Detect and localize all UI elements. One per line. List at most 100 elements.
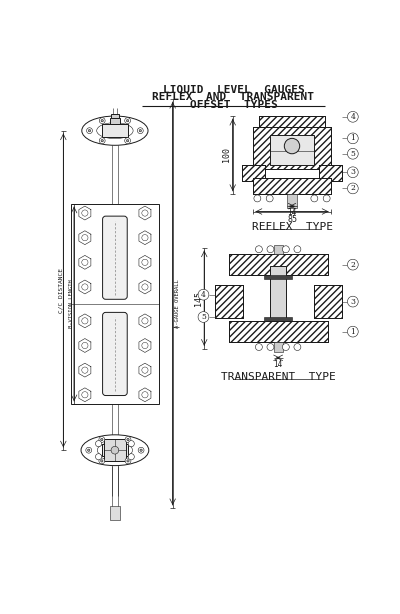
Circle shape xyxy=(125,118,130,123)
Polygon shape xyxy=(139,338,151,352)
Circle shape xyxy=(127,438,129,441)
Circle shape xyxy=(82,343,88,349)
Circle shape xyxy=(126,120,129,122)
Polygon shape xyxy=(139,388,151,402)
Circle shape xyxy=(348,296,358,307)
Circle shape xyxy=(138,447,144,453)
Bar xyxy=(102,125,128,137)
Polygon shape xyxy=(79,280,91,294)
Circle shape xyxy=(142,235,148,241)
Circle shape xyxy=(99,138,105,144)
Text: LIQUID  LEVEL  GAUGES: LIQUID LEVEL GAUGES xyxy=(163,85,304,95)
Bar xyxy=(110,506,120,519)
Bar xyxy=(253,179,331,194)
Bar xyxy=(259,116,325,127)
Circle shape xyxy=(127,460,129,462)
Polygon shape xyxy=(79,314,91,328)
Text: REFLEX  AND  TRANSPARENT: REFLEX AND TRANSPARENT xyxy=(152,92,314,102)
Circle shape xyxy=(348,259,358,270)
Circle shape xyxy=(348,326,358,337)
Circle shape xyxy=(348,111,358,122)
Bar xyxy=(264,317,292,321)
Circle shape xyxy=(348,167,358,177)
Polygon shape xyxy=(79,255,91,270)
Circle shape xyxy=(256,344,262,351)
Circle shape xyxy=(88,130,91,132)
Circle shape xyxy=(101,120,103,122)
Bar xyxy=(274,343,283,352)
Circle shape xyxy=(82,284,88,290)
Polygon shape xyxy=(139,314,151,328)
Circle shape xyxy=(140,449,142,451)
Bar xyxy=(229,321,328,343)
Circle shape xyxy=(82,317,88,324)
Bar xyxy=(253,127,331,169)
Bar xyxy=(215,286,243,318)
Text: 2: 2 xyxy=(350,260,355,269)
Circle shape xyxy=(323,195,330,202)
Polygon shape xyxy=(139,363,151,377)
Circle shape xyxy=(96,454,102,460)
Circle shape xyxy=(99,458,105,464)
Circle shape xyxy=(139,130,142,132)
Circle shape xyxy=(311,195,318,202)
Circle shape xyxy=(254,195,261,202)
Circle shape xyxy=(101,438,103,441)
Circle shape xyxy=(267,344,274,351)
Bar xyxy=(242,165,265,181)
Bar xyxy=(104,440,126,461)
Ellipse shape xyxy=(97,442,132,458)
Text: C/C DISTANCE: C/C DISTANCE xyxy=(58,268,64,313)
Circle shape xyxy=(111,446,119,454)
Polygon shape xyxy=(79,338,91,352)
Ellipse shape xyxy=(97,123,133,139)
Circle shape xyxy=(96,441,102,447)
Text: REFLEX  TYPE: REFLEX TYPE xyxy=(252,222,332,231)
Circle shape xyxy=(142,367,148,373)
Bar xyxy=(110,119,120,125)
Bar xyxy=(229,254,328,276)
Circle shape xyxy=(125,458,131,464)
Text: 100: 100 xyxy=(222,147,231,163)
Circle shape xyxy=(348,133,358,144)
Circle shape xyxy=(267,246,274,253)
Circle shape xyxy=(266,195,273,202)
Polygon shape xyxy=(79,231,91,244)
Circle shape xyxy=(125,138,130,144)
Bar xyxy=(264,274,292,279)
Text: 14: 14 xyxy=(274,360,283,369)
Bar xyxy=(102,444,128,456)
Text: OFFSET  TYPES: OFFSET TYPES xyxy=(190,100,277,110)
Text: 85: 85 xyxy=(287,214,297,223)
FancyBboxPatch shape xyxy=(102,313,127,395)
Bar xyxy=(111,114,119,119)
Circle shape xyxy=(142,343,148,349)
Bar xyxy=(274,244,283,254)
Circle shape xyxy=(198,312,209,322)
Text: 5: 5 xyxy=(350,150,355,158)
Text: A-GAUGE OVERALL: A-GAUGE OVERALL xyxy=(175,279,180,328)
Text: 14: 14 xyxy=(287,208,297,217)
Text: 2: 2 xyxy=(350,184,355,192)
Circle shape xyxy=(125,437,131,443)
Text: 3: 3 xyxy=(350,168,355,176)
Bar xyxy=(314,286,342,318)
Text: B-VISION LENGTH: B-VISION LENGTH xyxy=(69,279,74,328)
Bar xyxy=(229,254,328,276)
Ellipse shape xyxy=(81,435,149,465)
Circle shape xyxy=(348,183,358,194)
Circle shape xyxy=(294,344,301,351)
Text: 1: 1 xyxy=(350,134,355,142)
Circle shape xyxy=(198,289,209,300)
Polygon shape xyxy=(79,388,91,402)
Circle shape xyxy=(101,460,103,462)
Polygon shape xyxy=(139,280,151,294)
Circle shape xyxy=(142,259,148,265)
Circle shape xyxy=(82,259,88,265)
Circle shape xyxy=(99,437,105,443)
Ellipse shape xyxy=(82,116,148,146)
Bar xyxy=(319,165,342,181)
Text: 5: 5 xyxy=(201,313,206,321)
Bar xyxy=(242,165,265,181)
Circle shape xyxy=(128,441,134,447)
